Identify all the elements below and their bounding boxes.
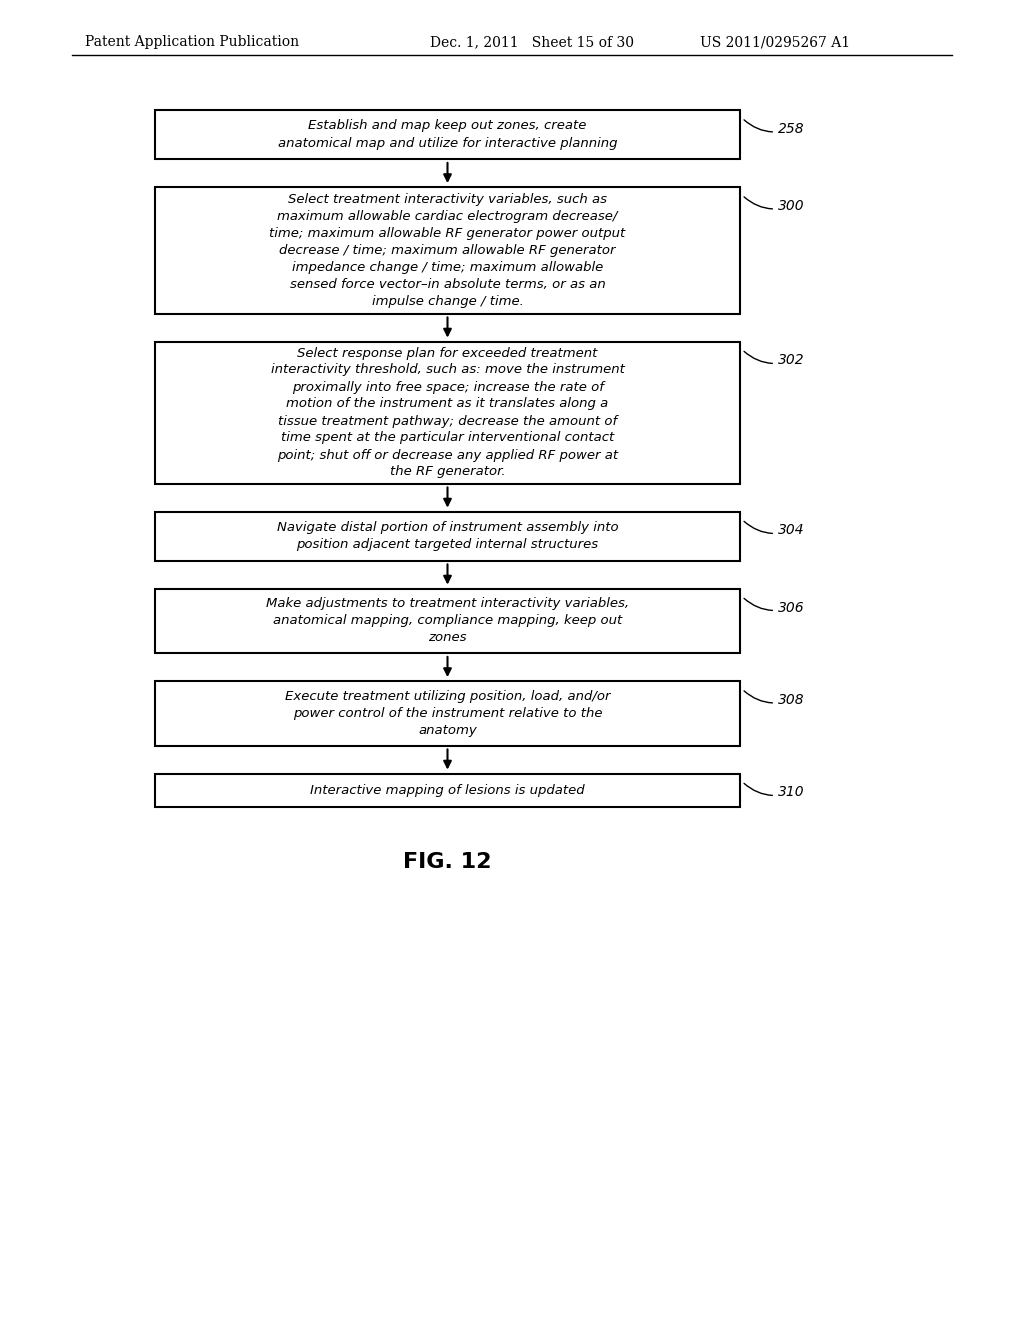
Text: Patent Application Publication: Patent Application Publication	[85, 36, 299, 49]
Text: Dec. 1, 2011   Sheet 15 of 30: Dec. 1, 2011 Sheet 15 of 30	[430, 36, 634, 49]
FancyBboxPatch shape	[155, 342, 740, 483]
FancyBboxPatch shape	[155, 681, 740, 746]
Text: Select response plan for exceeded treatment
interactivity threshold, such as: mo: Select response plan for exceeded treatm…	[270, 346, 625, 479]
Text: Execute treatment utilizing position, load, and/or
power control of the instrume: Execute treatment utilizing position, lo…	[285, 690, 610, 737]
Text: Interactive mapping of lesions is updated: Interactive mapping of lesions is update…	[310, 784, 585, 797]
Text: Navigate distal portion of instrument assembly into
position adjacent targeted i: Navigate distal portion of instrument as…	[276, 521, 618, 550]
Text: US 2011/0295267 A1: US 2011/0295267 A1	[700, 36, 850, 49]
FancyBboxPatch shape	[155, 511, 740, 561]
Text: 308: 308	[744, 690, 805, 708]
Text: 258: 258	[744, 120, 805, 136]
Text: Make adjustments to treatment interactivity variables,
anatomical mapping, compl: Make adjustments to treatment interactiv…	[266, 597, 629, 644]
Text: 310: 310	[744, 783, 805, 800]
Text: FIG. 12: FIG. 12	[403, 851, 492, 873]
FancyBboxPatch shape	[155, 187, 740, 314]
Text: 302: 302	[744, 351, 805, 367]
Text: Establish and map keep out zones, create
anatomical map and utilize for interact: Establish and map keep out zones, create…	[278, 120, 617, 149]
FancyBboxPatch shape	[155, 110, 740, 158]
Text: 304: 304	[744, 521, 805, 537]
Text: 300: 300	[744, 197, 805, 213]
FancyBboxPatch shape	[155, 589, 740, 653]
Text: 306: 306	[744, 598, 805, 615]
FancyBboxPatch shape	[155, 774, 740, 807]
Text: Select treatment interactivity variables, such as
maximum allowable cardiac elec: Select treatment interactivity variables…	[269, 193, 626, 308]
